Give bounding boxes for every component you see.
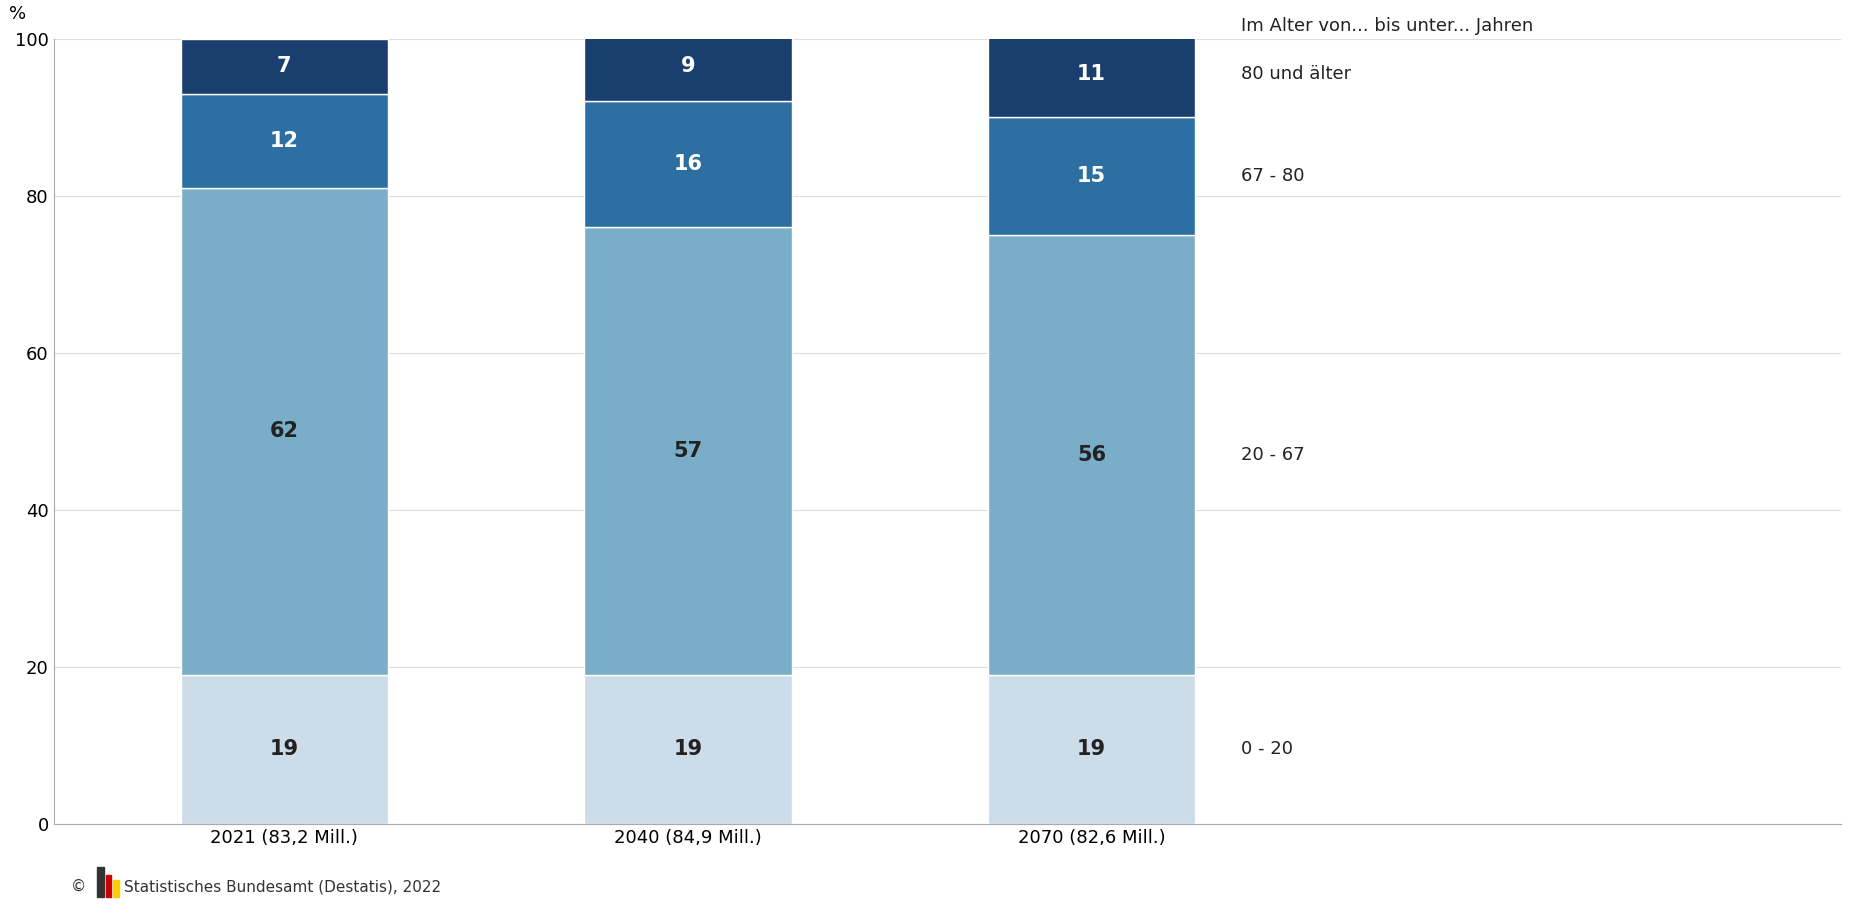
Bar (584, 227, 792, 675)
Text: 15: 15 (1076, 166, 1106, 186)
Bar (180, 39, 388, 94)
Text: 9: 9 (681, 56, 696, 76)
Text: 20 - 67: 20 - 67 (1241, 446, 1304, 464)
Bar (180, 94, 388, 188)
Text: ©: © (70, 879, 85, 894)
Text: 16: 16 (673, 154, 701, 174)
Text: 11: 11 (1076, 64, 1106, 84)
Text: 57: 57 (673, 441, 701, 461)
Text: 12: 12 (269, 131, 299, 150)
Text: 19: 19 (269, 739, 299, 759)
Bar (584, 675, 792, 824)
Text: Im Alter von... bis unter... Jahren: Im Alter von... bis unter... Jahren (1241, 17, 1532, 35)
Bar (987, 675, 1195, 824)
Text: 19: 19 (1076, 739, 1106, 759)
Bar (987, 117, 1195, 235)
Bar (987, 235, 1195, 675)
Bar (180, 675, 388, 824)
Text: Statistisches Bundesamt (Destatis), 2022: Statistisches Bundesamt (Destatis), 2022 (124, 879, 441, 894)
Text: 80 und älter: 80 und älter (1241, 65, 1350, 83)
Bar (584, 102, 792, 227)
Text: 19: 19 (673, 739, 701, 759)
Bar (180, 188, 388, 675)
Text: 56: 56 (1076, 445, 1106, 465)
Text: 0 - 20: 0 - 20 (1241, 741, 1293, 758)
Bar (987, 31, 1195, 117)
Text: 7: 7 (276, 56, 291, 76)
Text: 62: 62 (269, 422, 299, 441)
Y-axis label: %: % (9, 5, 26, 23)
Bar (584, 31, 792, 102)
Text: 67 - 80: 67 - 80 (1241, 167, 1304, 185)
